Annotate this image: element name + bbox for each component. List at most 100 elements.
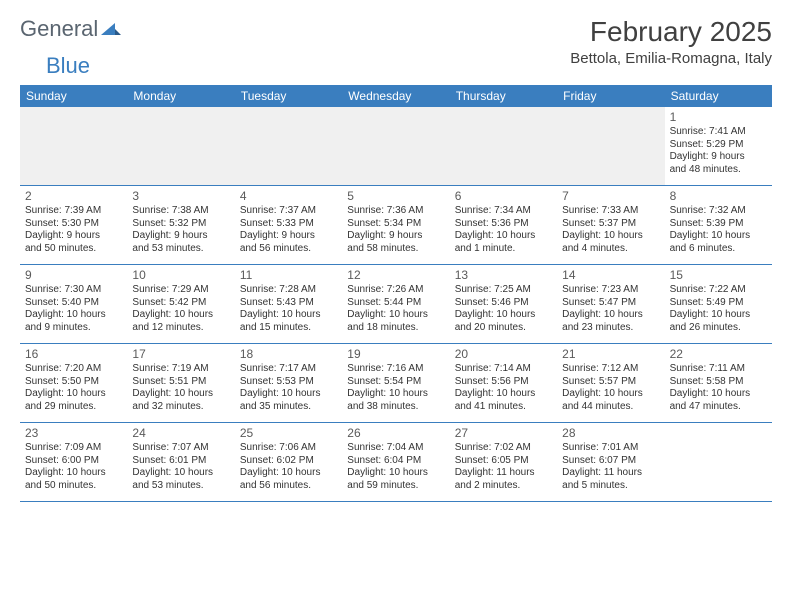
day-number: 22 <box>670 347 767 362</box>
day-info-line: Sunset: 6:02 PM <box>240 455 337 468</box>
calendar-cell: 4Sunrise: 7:37 AMSunset: 5:33 PMDaylight… <box>235 186 342 264</box>
calendar-cell-empty <box>450 107 557 185</box>
day-info-line: Daylight: 10 hours <box>347 309 444 322</box>
calendar-week: 9Sunrise: 7:30 AMSunset: 5:40 PMDaylight… <box>20 265 772 344</box>
day-info-line: Daylight: 9 hours <box>132 230 229 243</box>
calendar-cell: 15Sunrise: 7:22 AMSunset: 5:49 PMDayligh… <box>665 265 772 343</box>
day-info-line: Daylight: 10 hours <box>132 388 229 401</box>
day-info-line: and 1 minute. <box>455 243 552 256</box>
calendar-cell-empty <box>235 107 342 185</box>
calendar-cell: 25Sunrise: 7:06 AMSunset: 6:02 PMDayligh… <box>235 423 342 501</box>
calendar-cell-empty <box>342 107 449 185</box>
calendar-cell-empty <box>665 423 772 501</box>
day-info-line: Sunrise: 7:41 AM <box>670 126 767 139</box>
calendar-header-row: SundayMondayTuesdayWednesdayThursdayFrid… <box>20 85 772 107</box>
day-number: 2 <box>25 189 122 204</box>
calendar-cell: 13Sunrise: 7:25 AMSunset: 5:46 PMDayligh… <box>450 265 557 343</box>
day-info-line: Sunrise: 7:16 AM <box>347 363 444 376</box>
day-info-line: and 4 minutes. <box>562 243 659 256</box>
day-info-line: Sunrise: 7:30 AM <box>25 284 122 297</box>
day-info-line: Sunrise: 7:14 AM <box>455 363 552 376</box>
day-number: 17 <box>132 347 229 362</box>
calendar-cell: 8Sunrise: 7:32 AMSunset: 5:39 PMDaylight… <box>665 186 772 264</box>
day-info-line: Sunset: 5:47 PM <box>562 297 659 310</box>
day-info-line: Sunset: 5:29 PM <box>670 139 767 152</box>
day-info-line: and 35 minutes. <box>240 401 337 414</box>
day-info-line: and 20 minutes. <box>455 322 552 335</box>
day-header: Monday <box>127 85 234 107</box>
day-info-line: Sunrise: 7:06 AM <box>240 442 337 455</box>
day-info-line: and 58 minutes. <box>347 243 444 256</box>
day-header: Thursday <box>450 85 557 107</box>
day-info-line: Sunrise: 7:29 AM <box>132 284 229 297</box>
day-info-line: Sunset: 5:36 PM <box>455 218 552 231</box>
month-title: February 2025 <box>570 16 772 48</box>
day-number: 8 <box>670 189 767 204</box>
calendar-cell: 10Sunrise: 7:29 AMSunset: 5:42 PMDayligh… <box>127 265 234 343</box>
calendar-cell: 18Sunrise: 7:17 AMSunset: 5:53 PMDayligh… <box>235 344 342 422</box>
logo-text-2: Blue <box>46 53 90 78</box>
day-header: Tuesday <box>235 85 342 107</box>
calendar-cell: 19Sunrise: 7:16 AMSunset: 5:54 PMDayligh… <box>342 344 449 422</box>
calendar-cell: 12Sunrise: 7:26 AMSunset: 5:44 PMDayligh… <box>342 265 449 343</box>
day-info-line: and 6 minutes. <box>670 243 767 256</box>
day-info-line: Sunrise: 7:20 AM <box>25 363 122 376</box>
day-info-line: and 41 minutes. <box>455 401 552 414</box>
day-info-line: Daylight: 9 hours <box>670 151 767 164</box>
day-number: 19 <box>347 347 444 362</box>
calendar-cell-empty <box>20 107 127 185</box>
day-info-line: Daylight: 9 hours <box>347 230 444 243</box>
day-number: 14 <box>562 268 659 283</box>
day-info-line: Sunset: 5:44 PM <box>347 297 444 310</box>
day-number: 5 <box>347 189 444 204</box>
day-info-line: Daylight: 10 hours <box>240 309 337 322</box>
day-info-line: Sunset: 5:54 PM <box>347 376 444 389</box>
day-number: 10 <box>132 268 229 283</box>
day-info-line: Daylight: 10 hours <box>240 467 337 480</box>
day-info-line: Sunset: 5:33 PM <box>240 218 337 231</box>
day-number: 11 <box>240 268 337 283</box>
day-info-line: Sunset: 5:53 PM <box>240 376 337 389</box>
day-number: 15 <box>670 268 767 283</box>
day-info-line: Sunrise: 7:36 AM <box>347 205 444 218</box>
calendar-cell: 6Sunrise: 7:34 AMSunset: 5:36 PMDaylight… <box>450 186 557 264</box>
day-info-line: Sunrise: 7:25 AM <box>455 284 552 297</box>
day-info-line: Sunset: 5:40 PM <box>25 297 122 310</box>
day-info-line: Daylight: 10 hours <box>670 309 767 322</box>
day-info-line: Daylight: 10 hours <box>347 467 444 480</box>
day-info-line: and 38 minutes. <box>347 401 444 414</box>
day-number: 21 <box>562 347 659 362</box>
day-info-line: Daylight: 10 hours <box>132 467 229 480</box>
day-info-line: Sunrise: 7:26 AM <box>347 284 444 297</box>
day-info-line: Sunset: 5:43 PM <box>240 297 337 310</box>
day-info-line: Daylight: 9 hours <box>25 230 122 243</box>
day-info-line: and 26 minutes. <box>670 322 767 335</box>
day-info-line: and 9 minutes. <box>25 322 122 335</box>
day-number: 23 <box>25 426 122 441</box>
day-number: 28 <box>562 426 659 441</box>
calendar-cell: 2Sunrise: 7:39 AMSunset: 5:30 PMDaylight… <box>20 186 127 264</box>
day-info-line: and 5 minutes. <box>562 480 659 493</box>
day-info-line: Sunrise: 7:28 AM <box>240 284 337 297</box>
day-number: 16 <box>25 347 122 362</box>
day-info-line: Sunset: 5:50 PM <box>25 376 122 389</box>
day-number: 20 <box>455 347 552 362</box>
calendar-cell: 21Sunrise: 7:12 AMSunset: 5:57 PMDayligh… <box>557 344 664 422</box>
day-info-line: Daylight: 10 hours <box>455 309 552 322</box>
day-info-line: and 47 minutes. <box>670 401 767 414</box>
day-info-line: Sunrise: 7:38 AM <box>132 205 229 218</box>
day-info-line: Sunrise: 7:34 AM <box>455 205 552 218</box>
day-info-line: Sunset: 6:00 PM <box>25 455 122 468</box>
day-number: 18 <box>240 347 337 362</box>
day-info-line: Sunset: 5:37 PM <box>562 218 659 231</box>
calendar-cell: 3Sunrise: 7:38 AMSunset: 5:32 PMDaylight… <box>127 186 234 264</box>
day-number: 13 <box>455 268 552 283</box>
day-info-line: Daylight: 11 hours <box>455 467 552 480</box>
calendar-week: 2Sunrise: 7:39 AMSunset: 5:30 PMDaylight… <box>20 186 772 265</box>
day-info-line: and 53 minutes. <box>132 480 229 493</box>
day-info-line: Daylight: 10 hours <box>240 388 337 401</box>
calendar-cell: 9Sunrise: 7:30 AMSunset: 5:40 PMDaylight… <box>20 265 127 343</box>
day-info-line: Daylight: 10 hours <box>670 230 767 243</box>
day-number: 4 <box>240 189 337 204</box>
calendar: SundayMondayTuesdayWednesdayThursdayFrid… <box>20 85 772 502</box>
